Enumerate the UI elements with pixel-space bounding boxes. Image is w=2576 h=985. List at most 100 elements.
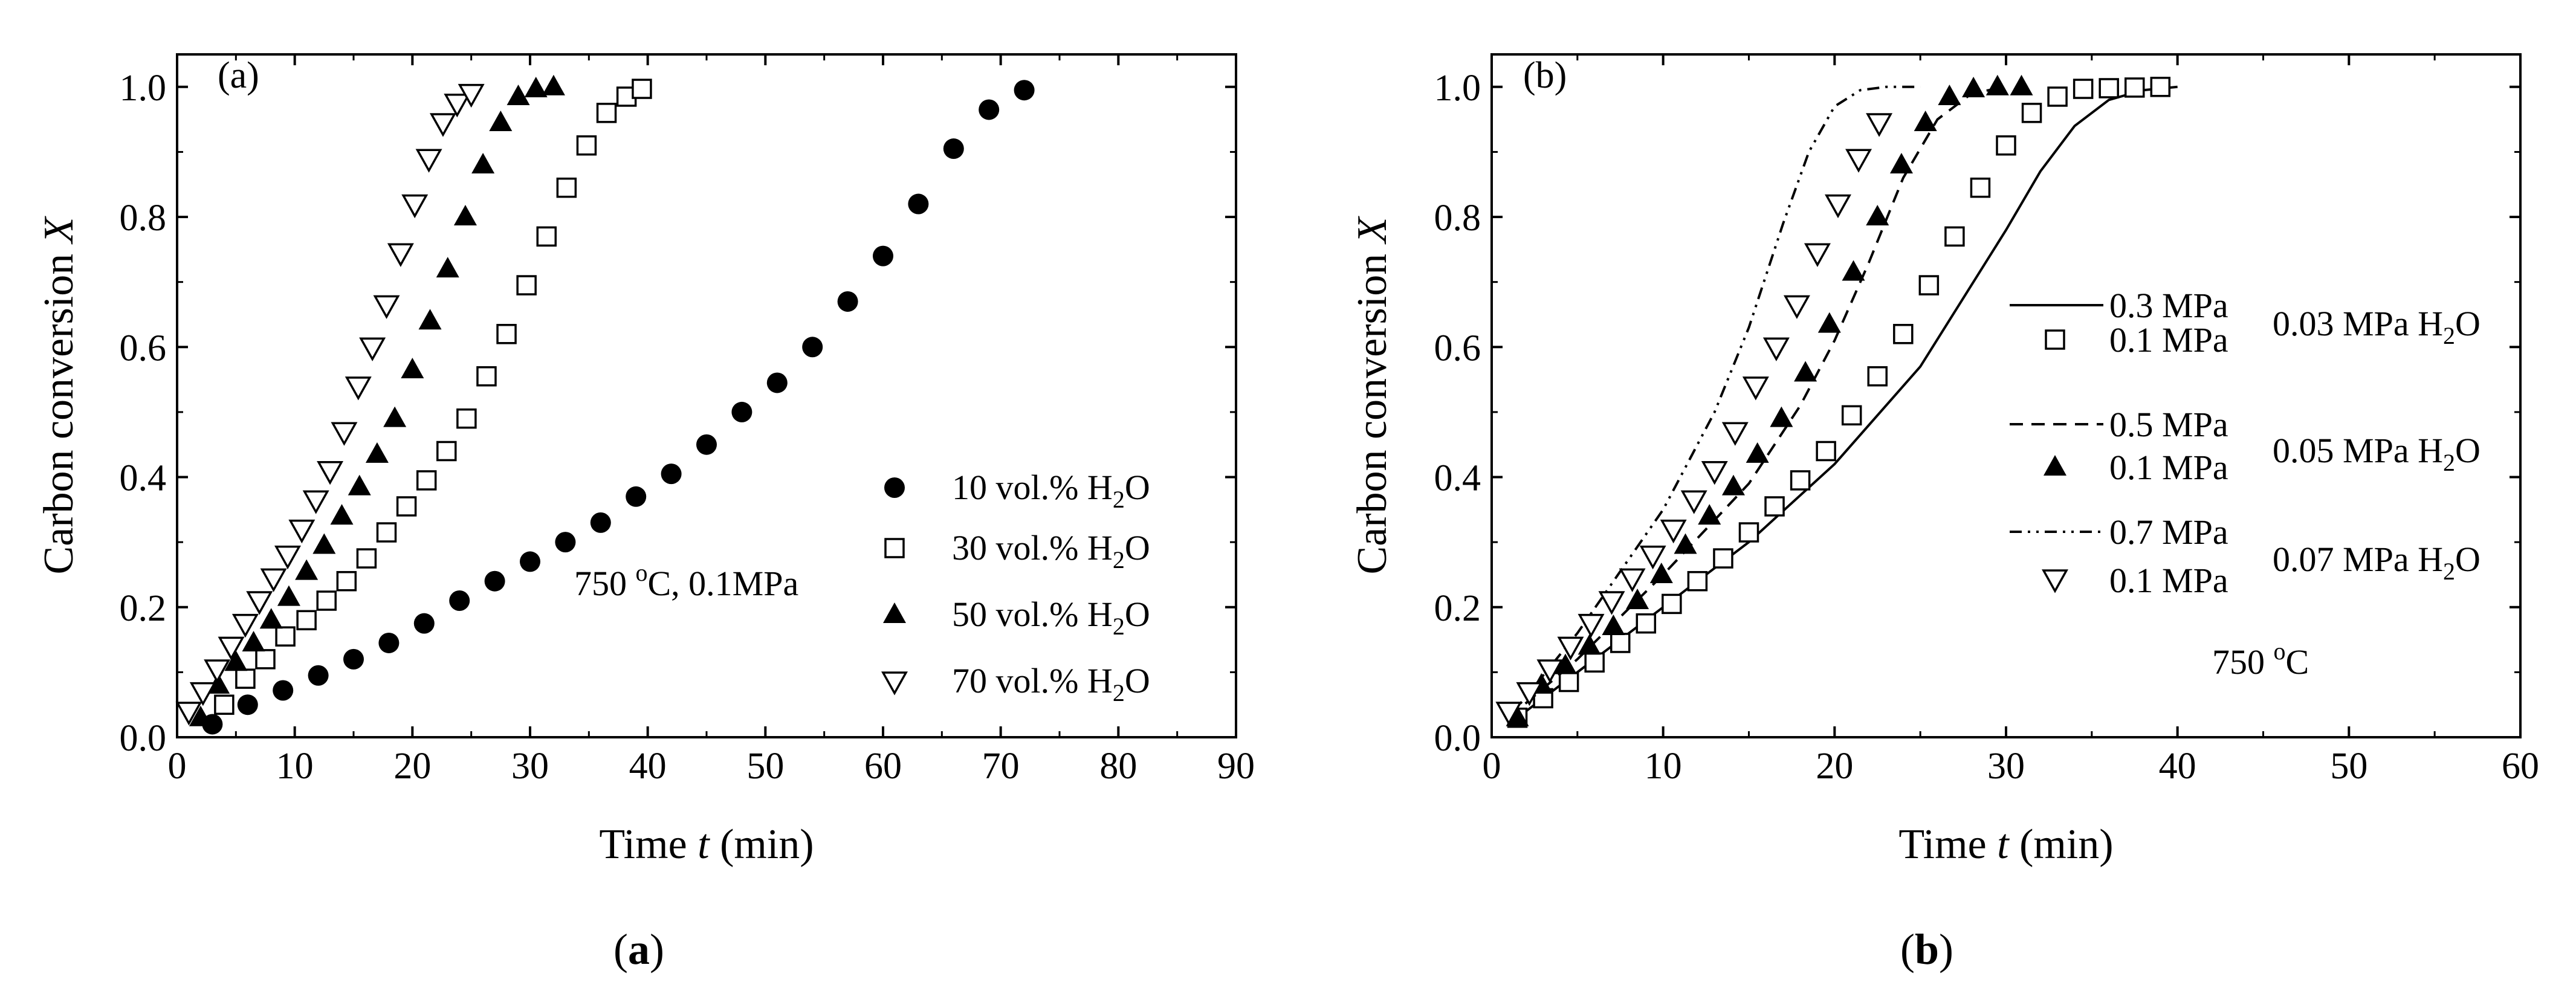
x-tick-label: 10 <box>1645 746 1682 787</box>
data-point <box>246 591 273 615</box>
legend-item: 0.5 MPa <box>2010 405 2228 444</box>
data-point <box>1713 548 1733 569</box>
legend-item: 0.1 MPa <box>2045 320 2228 360</box>
data-point <box>2045 329 2065 350</box>
data-point <box>449 590 470 611</box>
data-point <box>1584 652 1605 673</box>
series-filled-circle <box>202 80 1035 735</box>
data-point <box>520 551 540 572</box>
data-point <box>2044 455 2066 476</box>
data-point <box>235 668 256 689</box>
series-dashed-line <box>1508 85 2007 719</box>
data-point <box>576 135 597 156</box>
data-point <box>802 337 823 358</box>
x-tick-label: 20 <box>393 746 431 787</box>
data-point <box>401 194 429 219</box>
data-point <box>308 665 329 686</box>
x-tick-label: 20 <box>1816 746 1853 787</box>
x-tick-label: 60 <box>864 746 902 787</box>
data-point <box>1557 636 1584 660</box>
x-tick-label: 70 <box>982 746 1020 787</box>
data-point <box>224 650 248 671</box>
x-tick-label: 40 <box>2159 746 2196 787</box>
data-point <box>1944 226 1965 247</box>
data-point <box>555 532 576 553</box>
x-tick-label: 30 <box>511 746 549 787</box>
data-point <box>1662 593 1682 615</box>
chart-b-caption: (b) <box>1900 925 1953 974</box>
data-point <box>696 434 717 455</box>
chart-a-xlabel: Time t (min) <box>599 821 814 868</box>
data-point <box>1578 634 1601 655</box>
legend-label: 0.3 MPa <box>2109 286 2228 325</box>
x-tick-label: 50 <box>746 746 784 787</box>
data-point <box>1660 519 1687 544</box>
chart-a-legend: 10 vol.% H2O 30 vol.% H2O 50 vol.% H2O 7… <box>881 468 1150 706</box>
data-point <box>1962 77 1985 98</box>
data-point <box>387 243 414 267</box>
data-point <box>1866 113 1893 137</box>
data-point <box>429 113 456 137</box>
data-point <box>1794 361 1817 382</box>
data-point <box>336 570 357 592</box>
x-tick-label: 10 <box>276 746 314 787</box>
data-point <box>413 613 435 634</box>
data-point <box>273 680 294 701</box>
data-point <box>401 357 424 378</box>
data-point <box>1742 376 1769 401</box>
y-tick-label: 0.4 <box>1434 458 1481 499</box>
data-point <box>524 77 548 98</box>
data-point <box>2150 77 2171 97</box>
data-point <box>2010 74 2033 95</box>
chart-b-marks <box>1495 74 2178 728</box>
data-point <box>908 193 929 215</box>
legend-marker <box>883 602 906 623</box>
legend-group-label: 0.07 MPa H2O <box>2273 540 2481 585</box>
data-point <box>396 496 417 517</box>
data-point <box>383 406 407 427</box>
data-point <box>731 401 752 422</box>
chart-a-axes: 0 10 20 30 40 50 60 70 80 90 0.0 0.2 0.4 0.6 0.8 1.0 <box>120 54 1255 787</box>
y-tick-label: 0.8 <box>1434 198 1481 239</box>
chart-b-ylabel: Carbon conversion X <box>1349 215 1396 574</box>
y-tick-label: 0.2 <box>120 588 167 629</box>
chart-panel-a: 0 10 20 30 40 50 60 70 80 90 0.0 0.2 0.4 0.6 0.8 1.0 (a… <box>36 53 1255 974</box>
legend-group-label: 0.05 MPa H2O <box>2273 431 2481 476</box>
data-point <box>316 590 337 611</box>
data-point <box>766 372 788 393</box>
legend-item: 0.7 MPa <box>2010 512 2228 552</box>
series-filled-triangle <box>1506 74 2033 726</box>
series-open-triangle-down <box>1495 113 1893 726</box>
data-point <box>275 626 296 647</box>
data-point <box>189 705 212 726</box>
chart-a-ylabel: Carbon conversion X <box>36 215 82 574</box>
data-point <box>1639 545 1666 570</box>
data-point <box>484 570 505 592</box>
data-point <box>1506 705 1529 726</box>
legend-item: 0.3 MPa <box>2010 286 2228 325</box>
x-tick-label: 50 <box>2330 746 2367 787</box>
data-point <box>1674 533 1697 554</box>
data-point <box>1866 205 1889 226</box>
data-point <box>1764 496 1785 517</box>
data-point <box>312 533 336 554</box>
data-point <box>1687 570 1708 592</box>
data-point <box>590 512 611 533</box>
data-point <box>506 84 530 105</box>
legend-item: 50 vol.% H2O <box>883 595 1150 640</box>
legend-label: 70 vol.% H2O <box>952 661 1150 706</box>
legend-label: 50 vol.% H2O <box>952 595 1150 640</box>
data-point <box>1914 111 1937 131</box>
series-line <box>1508 85 2007 719</box>
data-point <box>1841 405 1862 426</box>
data-point <box>1790 470 1811 491</box>
chart-a-panel-label: (a) <box>218 55 259 96</box>
data-point <box>1825 194 1851 219</box>
data-point <box>260 568 287 592</box>
chart-b-legend: 0.3 MPa 0.1 MPa 0.03 MPa H2O 0.5 MPa 0.1… <box>2010 286 2481 600</box>
legend-label: 0.7 MPa <box>2109 512 2228 552</box>
data-point <box>626 486 647 507</box>
chart-panel-b: 0 10 20 30 40 50 60 0.0 0.2 0.4 0.6 0.8 1.0 (b) Carb… <box>1349 53 2539 974</box>
data-point <box>343 648 364 670</box>
